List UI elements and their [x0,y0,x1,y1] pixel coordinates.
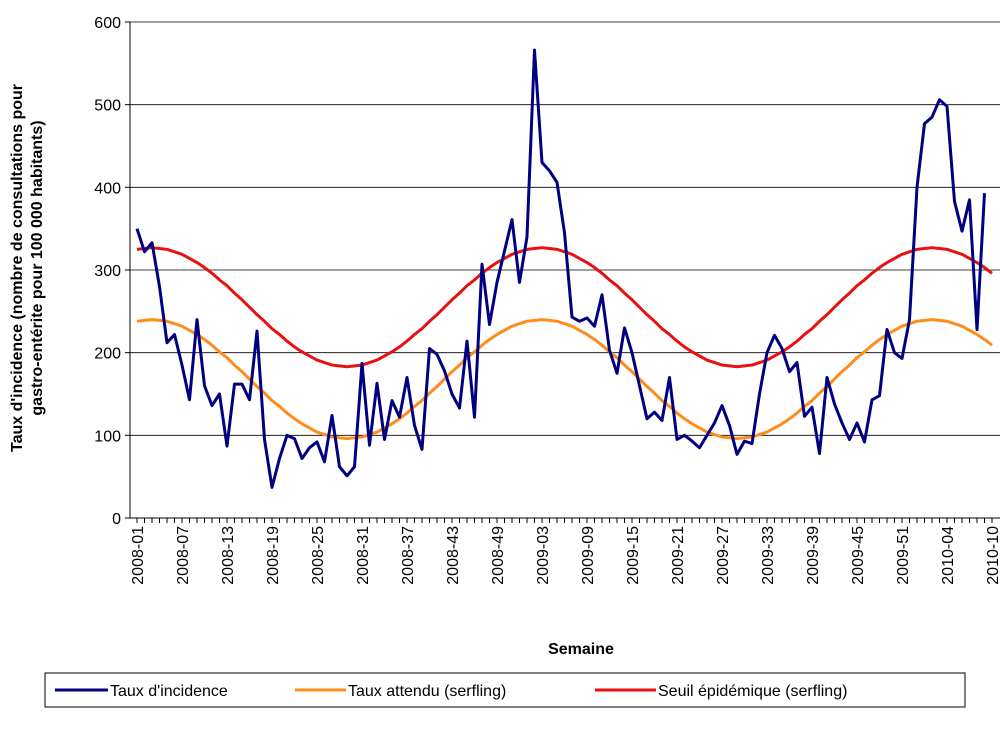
x-tick-label: 2009-27 [715,526,732,585]
y-tick-label: 200 [94,346,121,363]
legend-label: Seuil épidémique (serfling) [658,683,847,700]
legend-label: Taux d'incidence [110,683,228,700]
x-tick-label: 2009-09 [580,526,597,585]
x-tick-label: 2009-45 [850,526,867,585]
x-tick-label: 2008-43 [445,526,462,585]
y-tick-label: 100 [94,428,121,445]
series-line [136,246,993,369]
x-tick-label: 2008-25 [310,526,327,585]
x-tick-label: 2010-10 [985,526,1002,585]
y-tick-label: 400 [94,180,121,197]
x-tick-label: 2008-07 [175,526,192,585]
x-axis-label: Semaine [548,641,614,658]
legend-label: Taux attendu (serfling) [348,683,506,700]
x-tick-label: 2009-21 [670,526,687,585]
y-axis-label: Taux d'incidence (nombre de consultation… [9,84,26,452]
x-tick-label: 2009-39 [805,526,822,585]
y-tick-label: 300 [94,263,121,280]
x-tick-label: 2008-49 [490,526,507,585]
x-tick-label: 2010-04 [940,526,957,585]
x-tick-label: 2008-31 [355,526,372,585]
y-tick-label: 500 [94,98,121,115]
y-axis-label: gastro-entérite pour 100 000 habitants) [29,120,46,415]
x-tick-label: 2009-33 [760,526,777,585]
series-line [136,318,993,441]
x-tick-label: 2009-03 [535,526,552,585]
x-tick-label: 2008-37 [400,526,417,585]
x-tick-label: 2009-51 [895,526,912,585]
series-line [135,48,986,489]
legend-box [44,672,966,708]
x-tick-label: 2008-01 [130,526,147,585]
x-tick-label: 2008-19 [265,526,282,585]
y-tick-label: 600 [94,15,121,32]
x-tick-label: 2009-15 [625,526,642,585]
x-tick-label: 2008-13 [220,526,237,585]
y-tick-label: 0 [112,511,121,528]
